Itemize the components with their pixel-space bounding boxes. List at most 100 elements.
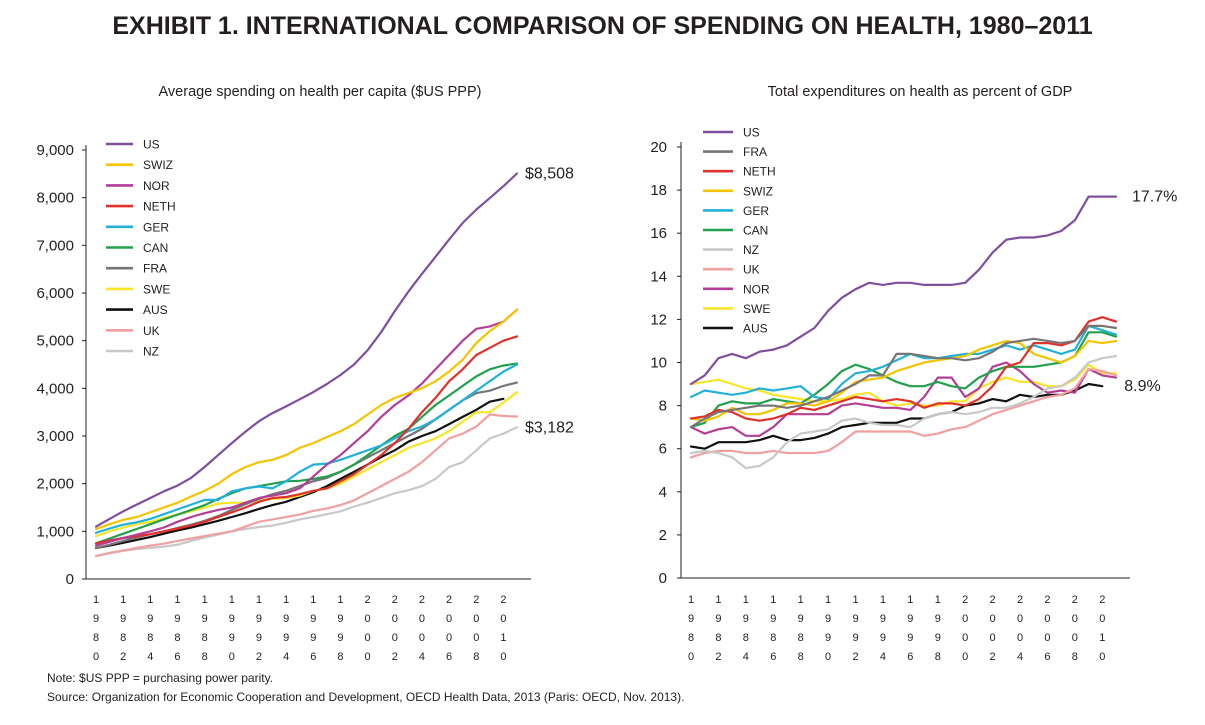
- left-chart-title: Average spending on health per capita ($…: [158, 84, 482, 100]
- right-series-us: [689, 195, 1118, 386]
- right-y-tick-label: 16: [650, 225, 667, 242]
- right-series-ger: [689, 324, 1118, 401]
- right-y-tick-label: 20: [650, 139, 667, 156]
- right-chart-title: Total expenditures on health as percent …: [767, 84, 1073, 100]
- right-legend-label-can: CAN: [743, 224, 768, 238]
- right-series-uk: [689, 367, 1118, 459]
- left-legend-label-fra: FRA: [143, 262, 167, 276]
- exhibit-title: EXHIBIT 1. INTERNATIONAL COMPARISON OF S…: [112, 12, 1093, 40]
- right-y-tick-label: 6: [659, 441, 667, 458]
- right-series-swiz: [689, 339, 1118, 422]
- right-legend-label-nor: NOR: [743, 282, 770, 296]
- right-y-tick-label: 4: [659, 484, 667, 501]
- right-series-nz: [689, 354, 1118, 470]
- left-legend-label-us: US: [143, 138, 160, 152]
- left-series-nz: [94, 426, 519, 558]
- left-series-ger: [94, 363, 519, 534]
- right-legend-label-nz: NZ: [743, 243, 759, 257]
- right-y-tick-label: 12: [650, 311, 667, 328]
- left-y-tick-label: 7,000: [36, 237, 74, 254]
- right-legend-label-ger: GER: [743, 204, 769, 218]
- left-series-neth: [94, 335, 519, 545]
- left-legend-label-can: CAN: [143, 241, 168, 255]
- left-y-tick-label: 8,000: [36, 190, 74, 207]
- right-y-tick-label: 0: [659, 570, 667, 587]
- spending-per-capita-chart: 0 1,000 2,000 3,000 4,000 5,000 6,000 7,000 8,00…: [36, 138, 574, 664]
- left-y-tick-label: 9,000: [36, 142, 74, 159]
- left-y-tick-label: 2,000: [36, 476, 74, 493]
- left-legend-label-neth: NETH: [143, 200, 176, 214]
- left-legend-label-swiz: SWIZ: [143, 158, 173, 172]
- right-series-swe: [689, 363, 1118, 407]
- left-series-aus: [94, 397, 505, 550]
- left-y-tick-label: 5,000: [36, 333, 74, 350]
- right-y-tick-label: 10: [650, 355, 667, 372]
- left-series-swiz: [94, 308, 519, 531]
- left-y-tick-label: 3,000: [36, 428, 74, 445]
- left-series-us: [94, 172, 519, 528]
- left-legend-label-nor: NOR: [143, 179, 170, 193]
- right-legend-label-uk: UK: [743, 263, 760, 277]
- right-legend-label-us: US: [743, 126, 760, 140]
- left-annotation-us: $8,508: [525, 165, 574, 182]
- right-annotation-us: 17.7%: [1132, 189, 1177, 206]
- left-legend-label-uk: UK: [143, 324, 160, 338]
- right-y-tick-label: 18: [650, 182, 667, 199]
- left-series-nor: [94, 308, 519, 547]
- right-series-can: [689, 331, 1118, 429]
- left-y-tick-label: 1,000: [36, 523, 74, 540]
- left-y-tick-label: 4,000: [36, 380, 74, 397]
- left-y-tick-label: 6,000: [36, 285, 74, 302]
- right-legend-label-swiz: SWIZ: [743, 184, 773, 198]
- left-legend-label-swe: SWE: [143, 282, 170, 296]
- right-y-tick-label: 2: [659, 527, 667, 544]
- right-series-fra: [689, 324, 1118, 429]
- left-legend-label-nz: NZ: [143, 345, 159, 359]
- right-legend-label-neth: NETH: [743, 165, 776, 179]
- source-note: Source: Organization for Economic Cooper…: [47, 690, 685, 704]
- right-annotation-aus: 8.9%: [1124, 378, 1160, 395]
- left-series-uk: [94, 413, 519, 558]
- right-series-nor: [689, 361, 1118, 437]
- left-series-can: [94, 362, 519, 545]
- note-ppp: Note: $US PPP = purchasing power parity.: [47, 671, 274, 685]
- right-legend-label-fra: FRA: [743, 145, 767, 159]
- left-legend-label-aus: AUS: [143, 303, 168, 317]
- right-legend-label-aus: AUS: [743, 322, 768, 336]
- percent-gdp-chart: 0 2 4 6 8 10 12 14 16 18 20 1 9 8 0 1 9 8 2 1 9 8 4 1 9 8 6 1 9 8 8 1 9 9…: [650, 126, 1177, 664]
- left-annotation-nz: $3,182: [525, 419, 574, 436]
- right-series-neth: [689, 316, 1118, 422]
- left-legend-label-ger: GER: [143, 220, 169, 234]
- right-y-tick-label: 8: [659, 398, 667, 415]
- left-y-tick-label: 0: [66, 571, 74, 588]
- right-legend-label-swe: SWE: [743, 302, 770, 316]
